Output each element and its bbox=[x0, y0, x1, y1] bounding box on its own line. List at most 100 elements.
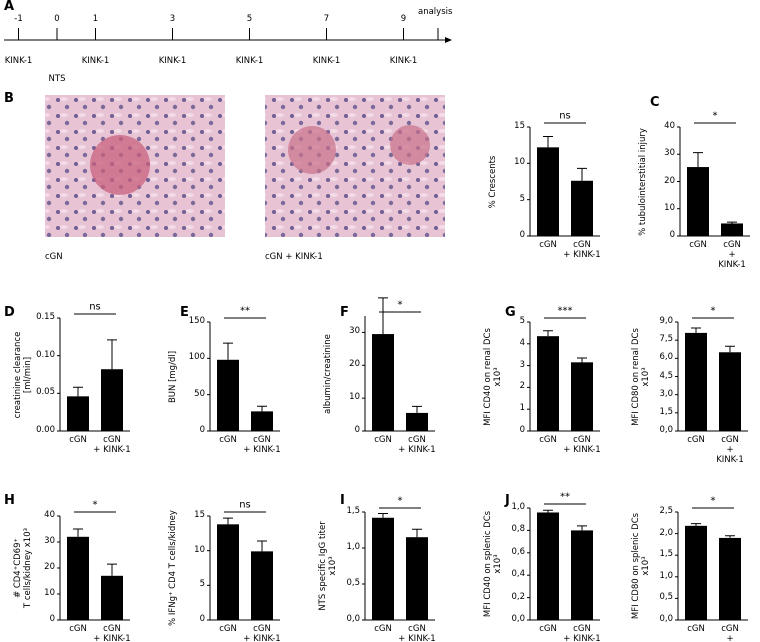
y-tick-label: 100 bbox=[188, 352, 205, 363]
x-tick-label: cGN + KINK-1 bbox=[721, 624, 739, 642]
y-tick-label: 0,4 bbox=[511, 569, 525, 580]
x-tick-label: cGN + KINK-1 bbox=[398, 624, 436, 642]
glomerulus bbox=[288, 126, 336, 174]
y-tick-label: 0,0 bbox=[659, 425, 673, 436]
y-tick-label: 1,0 bbox=[511, 502, 525, 513]
x-tick-label: cGN bbox=[69, 435, 87, 445]
histology-image bbox=[265, 95, 445, 237]
error-bar bbox=[577, 525, 587, 531]
x-tick-label: cGN bbox=[219, 435, 237, 445]
y-tick-label: 3,0 bbox=[659, 388, 673, 399]
error-bar bbox=[725, 535, 735, 538]
y-tick-label: 10 bbox=[664, 202, 675, 213]
bar bbox=[721, 223, 743, 236]
x-tick-label: cGN bbox=[219, 624, 237, 634]
bar bbox=[537, 147, 559, 236]
y-tick-label: 0.10 bbox=[36, 349, 55, 360]
error-bar bbox=[691, 327, 701, 333]
error-bar bbox=[73, 386, 83, 397]
y-axis-label: NTS specific IgG titer x10³ bbox=[318, 521, 338, 611]
error-bar bbox=[693, 152, 703, 168]
significance-label: ns bbox=[239, 499, 251, 511]
x-tick-label: cGN + KINK-1 bbox=[563, 624, 601, 642]
error-bar bbox=[378, 297, 388, 335]
x-tick-label: cGN + KINK-1 bbox=[716, 435, 744, 465]
error-bar bbox=[725, 345, 735, 353]
error-bar bbox=[257, 405, 267, 412]
y-tick-label: 0 bbox=[354, 425, 360, 436]
panel-label: G bbox=[505, 305, 516, 320]
x-tick-label: cGN bbox=[374, 435, 392, 445]
y-tick-label: 0 bbox=[199, 425, 205, 436]
x-tick-label: cGN + KINK-1 bbox=[398, 435, 436, 455]
x-tick-label: cGN + KINK-1 bbox=[563, 240, 601, 260]
y-tick-label: 5 bbox=[199, 579, 205, 590]
error-bar bbox=[543, 509, 553, 513]
bar bbox=[685, 525, 707, 620]
y-axis-label: # CD4⁺CD69⁺ T cells/kidney x10³ bbox=[13, 527, 33, 609]
y-tick-label: 1,5 bbox=[346, 506, 360, 517]
y-tick-label: 2 bbox=[519, 381, 525, 392]
bar bbox=[406, 537, 428, 620]
day-label: 3 bbox=[169, 14, 176, 25]
bar bbox=[406, 412, 428, 431]
error-bar bbox=[577, 357, 587, 363]
error-bar bbox=[412, 405, 422, 413]
bar bbox=[719, 352, 741, 431]
bar bbox=[217, 524, 239, 620]
y-tick-label: 0.00 bbox=[36, 425, 55, 436]
error-bar bbox=[223, 517, 233, 525]
y-axis-label: % tubulointerstitial injury bbox=[638, 127, 649, 236]
error-bar bbox=[577, 167, 587, 181]
significance-label: ns bbox=[89, 301, 101, 313]
y-tick-label: 0,5 bbox=[346, 578, 360, 589]
y-tick-label: 4,5 bbox=[659, 370, 673, 381]
y-tick-label: 9,0 bbox=[659, 316, 673, 327]
treatment-label: KINK-1 bbox=[158, 56, 187, 67]
bar bbox=[537, 512, 559, 620]
bar bbox=[719, 537, 741, 620]
y-tick-label: 10 bbox=[194, 544, 205, 555]
bar bbox=[372, 517, 394, 620]
y-tick-label: 2,0 bbox=[659, 527, 673, 538]
y-axis-label: creatinine clearance [ml/min] bbox=[13, 331, 33, 418]
treatment-label: NTS bbox=[48, 74, 66, 85]
panel-label: F bbox=[340, 305, 349, 320]
bar bbox=[217, 359, 239, 431]
y-tick-label: 10 bbox=[349, 392, 360, 403]
x-tick-label: cGN bbox=[539, 624, 557, 634]
glomerulus bbox=[90, 135, 150, 195]
bar bbox=[372, 334, 394, 431]
y-axis-label: % IFNg⁺ CD4 T cells/kidney bbox=[168, 510, 179, 626]
y-tick-label: 30 bbox=[44, 536, 55, 547]
y-tick-label: 1,0 bbox=[659, 570, 673, 581]
error-bar bbox=[107, 563, 117, 576]
x-tick-label: cGN + KINK-1 bbox=[243, 435, 281, 455]
day-label: -1 bbox=[14, 14, 23, 25]
image-caption: cGN bbox=[45, 252, 63, 262]
significance-label: * bbox=[397, 299, 403, 311]
error-bar bbox=[107, 339, 117, 370]
bar bbox=[67, 536, 89, 620]
x-tick-label: cGN bbox=[374, 624, 392, 634]
bar bbox=[571, 530, 593, 620]
y-tick-label: 10 bbox=[514, 157, 525, 168]
y-tick-label: 2,5 bbox=[659, 506, 673, 517]
y-tick-label: 4 bbox=[519, 337, 525, 348]
panel-label: J bbox=[505, 493, 510, 508]
error-bar bbox=[543, 135, 553, 148]
x-tick-label: cGN + KINK-1 bbox=[243, 624, 281, 642]
y-axis-label: BUN [mg/dl] bbox=[168, 350, 179, 403]
significance-label: * bbox=[92, 499, 98, 511]
error-bar bbox=[727, 221, 737, 224]
panel-label: D bbox=[4, 305, 15, 320]
panel-label: H bbox=[4, 493, 15, 508]
error-bar bbox=[73, 528, 83, 537]
panel-label: I bbox=[340, 493, 345, 508]
y-tick-label: 1 bbox=[519, 403, 525, 414]
significance-label: * bbox=[710, 305, 716, 317]
day-label: 0 bbox=[54, 14, 60, 25]
bar bbox=[685, 332, 707, 431]
bar bbox=[537, 336, 559, 431]
